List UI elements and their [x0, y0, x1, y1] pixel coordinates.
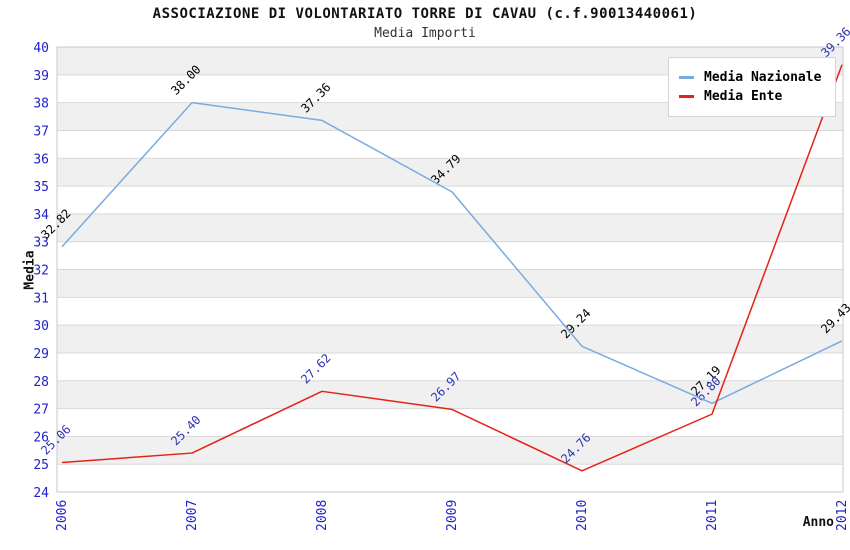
legend-item-media-ente: Media Ente: [679, 89, 821, 104]
y-tick-label: 28: [33, 375, 49, 390]
y-tick-label: 30: [33, 319, 49, 334]
x-tick-label: 2012: [835, 500, 850, 531]
x-tick-label: 2009: [445, 500, 460, 531]
y-tick-label: 39: [33, 69, 49, 84]
x-tick-label: 2011: [705, 500, 720, 531]
plot-band: [57, 269, 843, 298]
plot-band: [57, 325, 843, 353]
y-tick-label: 24: [33, 486, 49, 501]
legend-label-media-nazionale: Media Nazionale: [704, 70, 822, 85]
y-tick-label: 25: [33, 458, 49, 473]
plot-band: [57, 352, 843, 381]
plot-band: [57, 158, 843, 187]
legend-line-red-icon: [679, 95, 694, 98]
series-line-media-nazionale: [61, 101, 843, 405]
y-tick-label: 31: [33, 291, 49, 306]
x-tick-label: 2008: [315, 500, 330, 531]
x-tick-label: 2007: [185, 500, 200, 531]
legend: Media Nazionale Media Ente: [668, 57, 837, 117]
y-axis-title: Media: [22, 250, 38, 290]
legend-label-media-ente: Media Ente: [704, 89, 783, 104]
chart-title: ASSOCIAZIONE DI VOLONTARIATO TORRE DI CA…: [152, 6, 698, 22]
y-tick-label: 32: [33, 264, 49, 279]
x-tick-label: 2006: [55, 500, 70, 531]
plot-band: [57, 241, 843, 270]
plot-band: [57, 213, 843, 242]
y-tick-label: 36: [33, 152, 49, 167]
y-tick-label: 26: [33, 430, 49, 445]
y-tick-label: 29: [33, 347, 49, 362]
y-tick-label: 33: [33, 236, 49, 251]
plot-band: [57, 297, 843, 326]
plot-band: [57, 464, 843, 492]
plot-band: [57, 436, 843, 465]
y-tick-label: 35: [33, 180, 49, 195]
plot-band: [57, 130, 843, 159]
y-tick-label: 27: [33, 403, 49, 418]
chart-subtitle: Media Importi: [374, 26, 476, 41]
x-tick-label: 2010: [575, 500, 590, 531]
series-line-media-ente: [61, 64, 843, 472]
legend-line-blue-icon: [679, 76, 694, 79]
legend-item-media-nazionale: Media Nazionale: [679, 70, 821, 85]
x-axis-title: Anno: [802, 515, 834, 530]
y-tick-label: 37: [33, 124, 49, 139]
plot-border: [56, 46, 844, 493]
y-tick-label: 40: [33, 41, 49, 56]
y-tick-label: 34: [33, 208, 49, 223]
y-tick-label: 38: [33, 97, 49, 112]
